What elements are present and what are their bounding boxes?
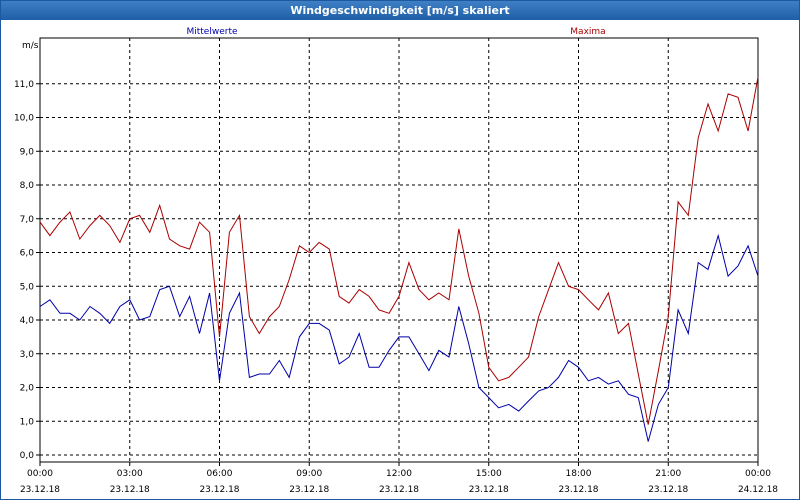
x-tick-time: 12:00 xyxy=(386,469,412,479)
series-line-maxima xyxy=(39,76,759,425)
y-tick-label: 3,0 xyxy=(20,350,35,360)
x-tick-date: 23.12.18 xyxy=(199,485,239,495)
series-lines xyxy=(39,76,759,442)
y-tick-label: 11,0 xyxy=(14,80,34,90)
x-tick-time: 18:00 xyxy=(566,469,592,479)
window-title: Windgeschwindigkeit [m/s] skaliert xyxy=(1,1,799,20)
y-tick-label: 5,0 xyxy=(20,282,35,292)
y-tick-label: 9,0 xyxy=(20,147,35,157)
grid-lines xyxy=(40,38,758,462)
x-tick-date: 23.12.18 xyxy=(110,485,150,495)
x-tick-date: 23.12.18 xyxy=(289,485,329,495)
x-tick-date: 23.12.18 xyxy=(648,485,688,495)
x-tick-date: 23.12.18 xyxy=(469,485,509,495)
y-tick-label: 1,0 xyxy=(20,417,35,427)
y-tick-label: 6,0 xyxy=(20,249,35,259)
x-tick-time: 09:00 xyxy=(296,469,322,479)
x-tick-time: 03:00 xyxy=(117,469,143,479)
y-tick-label: 2,0 xyxy=(20,384,35,394)
legend-maxima: Maxima xyxy=(570,27,605,37)
y-tick-label: 7,0 xyxy=(20,215,35,225)
x-tick-date: 23.12.18 xyxy=(20,485,60,495)
y-tick-label: 10,0 xyxy=(14,114,34,124)
x-tick-time: 06:00 xyxy=(207,469,233,479)
x-axis-ticks: 00:00 23.12.18 03:00 23.12.18 06:00 23.12.18 0… xyxy=(20,462,778,495)
x-tick-time: 15:00 xyxy=(476,469,502,479)
y-tick-label: 8,0 xyxy=(20,181,35,191)
y-axis-ticks: 0,0 1,0 2,0 3,0 4,0 5,0 6,0 7,0 8,0 9,0 10,0 11,0 xyxy=(14,80,40,461)
x-tick-time: 21:00 xyxy=(655,469,681,479)
y-axis-label: m/s xyxy=(22,41,39,51)
x-tick-time: 00:00 xyxy=(745,469,771,479)
x-tick-date: 23.12.18 xyxy=(558,485,598,495)
legend-mittelwerte: Mittelwerte xyxy=(186,27,237,37)
y-tick-label: 0,0 xyxy=(20,451,35,461)
x-tick-date: 23.12.18 xyxy=(379,485,419,495)
x-tick-date: 24.12.18 xyxy=(738,485,778,495)
y-tick-label: 4,0 xyxy=(20,316,35,326)
x-tick-time: 00:00 xyxy=(27,469,53,479)
series-line-mittelwerte xyxy=(39,233,759,442)
